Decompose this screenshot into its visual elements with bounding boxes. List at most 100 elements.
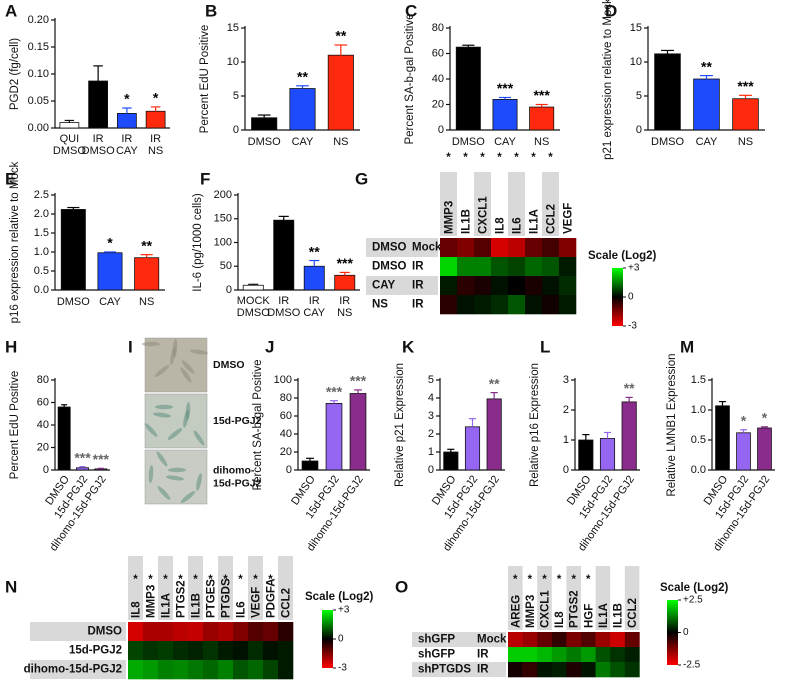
significance: *	[208, 574, 213, 586]
significance: *	[153, 90, 159, 106]
scale-tick-label: -3	[628, 321, 637, 332]
x-tick-label: QUI	[60, 133, 80, 145]
y-tick-label: 80	[280, 392, 292, 404]
panel-letter: G	[355, 169, 368, 188]
y-tick-label: 15	[630, 22, 642, 34]
row-label: IR	[412, 280, 424, 292]
significance: **	[489, 375, 500, 391]
bar	[334, 274, 356, 291]
scale-tick-label: 0	[683, 627, 689, 638]
x-tick-label: CAY	[116, 145, 138, 157]
y-tick-label: 0.05	[28, 95, 49, 107]
significance: *	[163, 574, 168, 586]
row-label: IR	[412, 261, 424, 273]
significance: *	[741, 413, 747, 429]
heatmap-cell	[233, 660, 249, 680]
bar	[621, 401, 637, 471]
column-label: PDGFA	[266, 578, 278, 618]
row-label-bg	[30, 660, 126, 679]
bar	[273, 219, 295, 291]
significance: *	[548, 152, 553, 164]
y-tick-label: 10	[227, 56, 239, 68]
significance: **	[297, 69, 308, 85]
heatmap-cell	[158, 660, 174, 680]
y-axis-label: Relative LMNB1 Expression	[666, 353, 678, 496]
column-label-bg	[218, 556, 233, 620]
heatmap-cell	[173, 660, 189, 680]
cell	[190, 349, 208, 355]
column-label-bg	[440, 172, 457, 236]
x-tick-label: CAY	[99, 296, 121, 308]
heatmap-cell	[440, 238, 458, 258]
y-tick-label: 150	[214, 213, 232, 225]
x-tick-label: CAY	[696, 136, 718, 148]
panel-letter: L	[540, 337, 550, 356]
heatmap-cell	[491, 276, 509, 296]
heatmap-cell	[143, 622, 159, 642]
heatmap-cell	[525, 295, 543, 315]
column-label-bg	[624, 566, 640, 630]
y-tick-label: 4	[428, 392, 434, 404]
y-tick-label: 0.5	[691, 434, 706, 446]
y-tick-label: 40	[37, 419, 49, 431]
row-label: shGFP	[418, 634, 455, 646]
cell	[168, 467, 186, 473]
column-label: MMP3	[525, 595, 537, 628]
heatmap-cell	[158, 622, 174, 642]
y-tick-label: 0.20	[28, 14, 49, 26]
significance: ***	[337, 255, 354, 271]
y-tick-label: 2	[428, 428, 434, 440]
heatmap-cell	[143, 660, 159, 680]
bar	[303, 265, 325, 291]
row-label: DMSO	[372, 261, 407, 273]
panel-letter: N	[5, 577, 17, 596]
y-axis-label: Relative p16 Expression	[529, 363, 541, 487]
row-label-bg	[366, 276, 438, 295]
x-tick-label: DMSO	[57, 296, 90, 308]
bar	[97, 252, 123, 291]
significance: *	[446, 152, 451, 164]
bar	[578, 439, 594, 471]
heatmap-cell	[566, 647, 582, 663]
significance: **	[701, 58, 712, 74]
heatmap-cell	[278, 641, 294, 661]
heatmap-cell	[218, 660, 234, 680]
heatmap-cell	[559, 257, 577, 277]
heatmap-cell	[610, 632, 626, 648]
y-axis-label: Relative p21 Expression	[394, 363, 406, 487]
column-label: VEGF	[563, 203, 575, 234]
column-label-bg	[508, 566, 523, 630]
column-label-bg	[537, 566, 552, 630]
column-label: IL8	[131, 601, 143, 618]
cell	[148, 465, 154, 483]
heatmap-cell	[128, 660, 144, 680]
heatmap-cell	[508, 276, 526, 296]
heatmap-cell	[508, 647, 523, 663]
panel-letter: A	[5, 1, 17, 20]
row-label: IR	[412, 299, 424, 311]
bar	[94, 468, 108, 471]
scale-tick-label: 0	[628, 292, 634, 303]
bar	[736, 432, 751, 471]
heatmap-cell	[457, 238, 475, 258]
column-label-bg	[566, 566, 581, 630]
y-tick-label: 80	[37, 374, 49, 386]
bar	[464, 426, 481, 471]
y-tick-label: 200	[214, 189, 232, 201]
x-tick-label: NS	[738, 136, 753, 148]
panel-letter: D	[605, 1, 617, 20]
row-label: DMSO	[88, 626, 123, 638]
heatmap-cell	[566, 662, 582, 678]
heatmap-cell	[559, 276, 577, 296]
x-tick-label: NS	[139, 296, 154, 308]
bar	[289, 88, 316, 131]
significance: ***	[533, 87, 550, 103]
y-tick-label: 40	[432, 73, 444, 85]
column-label: IL1A	[598, 603, 610, 628]
heatmap-cell	[188, 660, 204, 680]
image-label: 15d-PGJ2	[213, 477, 262, 489]
